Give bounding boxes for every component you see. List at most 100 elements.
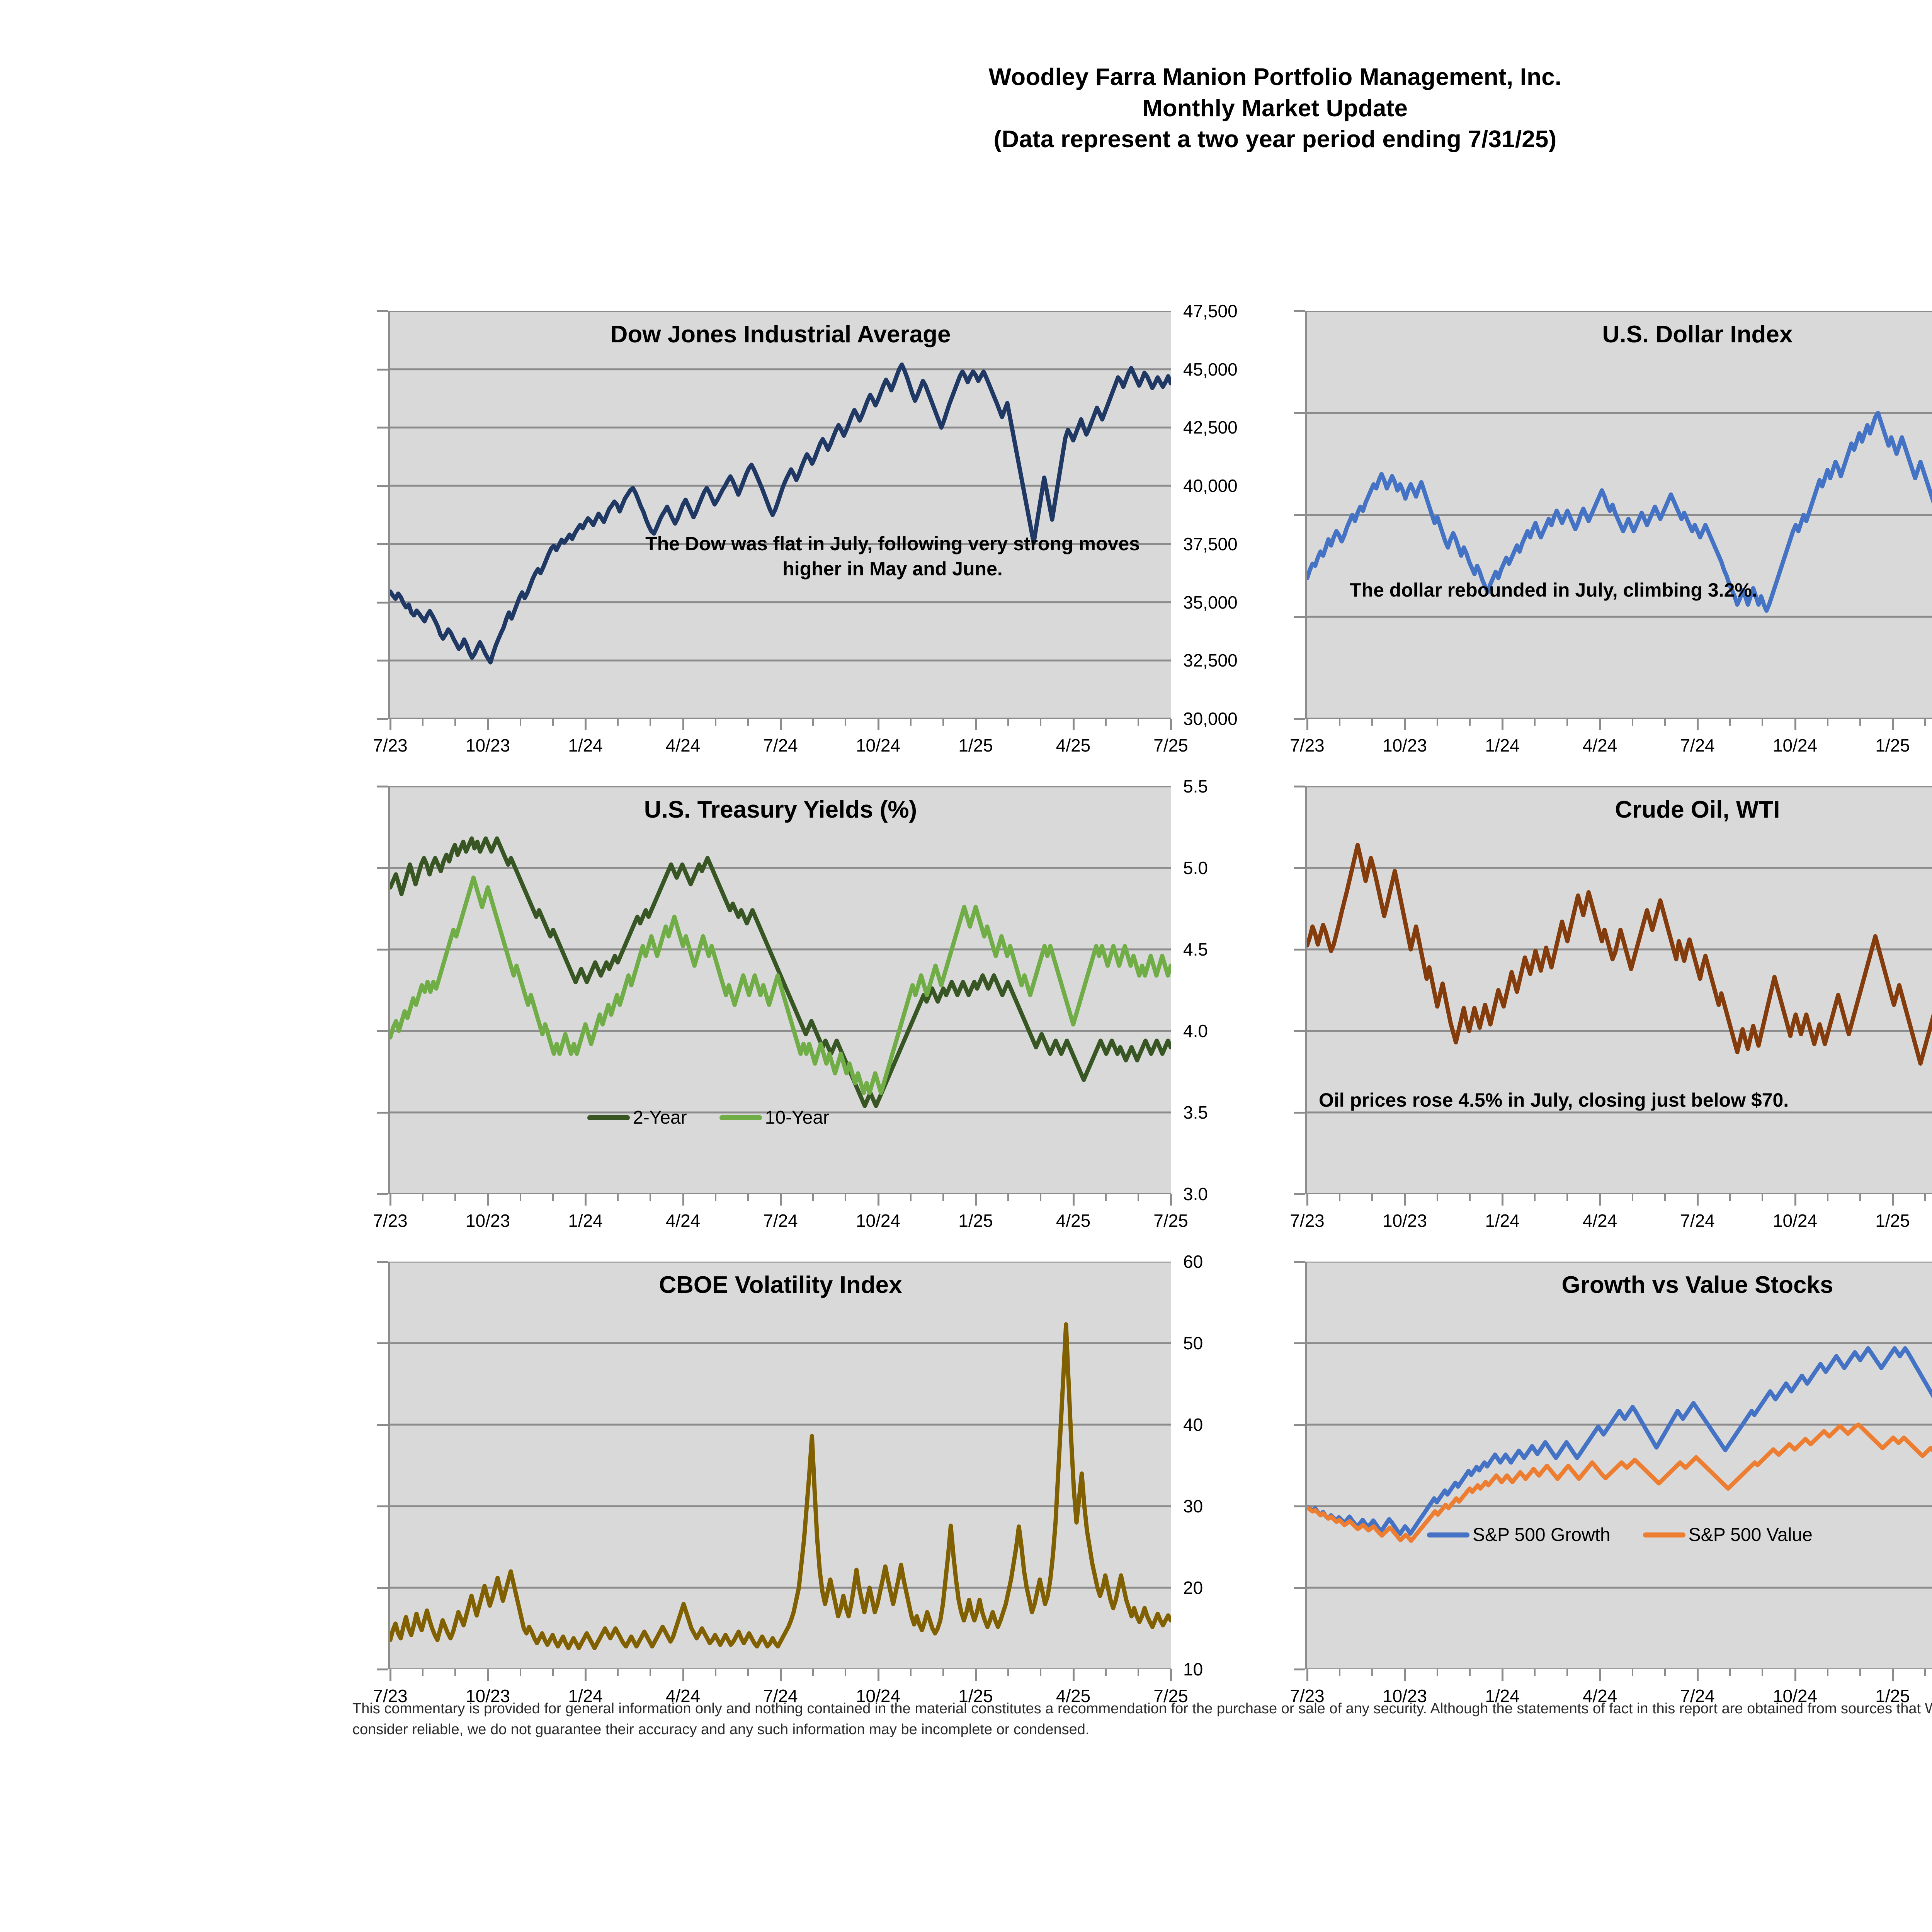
y-axis-tick-label: 42,500 (1183, 417, 1238, 438)
x-axis-tick-label: 7/24 (1680, 1686, 1715, 1706)
y-axis-tick-label: 32,500 (1183, 650, 1238, 671)
plot-background (1307, 786, 1932, 1194)
x-axis-minor-tick (552, 1194, 554, 1201)
x-axis-tick-mark (780, 1194, 782, 1206)
x-axis-tick-label: 10/23 (1382, 735, 1427, 755)
legend-entry-2[interactable]: S&P 500 Value (1643, 1524, 1845, 1546)
x-axis-tick-label: 1/25 (958, 735, 993, 755)
x-axis-minor-tick (1762, 1194, 1764, 1201)
y-axis-tick-mark (1294, 1587, 1305, 1589)
x-axis-minor-tick (552, 719, 554, 726)
plot-background (390, 1262, 1171, 1669)
x-axis-tick-label: 10/24 (1772, 1686, 1818, 1706)
x-axis-minor-tick (617, 1194, 619, 1201)
plot-canvas-crude (1307, 786, 1932, 1194)
y-axis-tick-mark (1294, 949, 1305, 951)
x-axis-tick-label: 7/24 (763, 735, 798, 755)
x-axis-minor-tick (1566, 1194, 1568, 1201)
x-axis-minor-tick (1859, 1194, 1861, 1201)
series-line-2 (390, 875, 1171, 1095)
x-axis-tick-label: 1/24 (1485, 1211, 1520, 1231)
x-axis-tick-label: 4/25 (1056, 1211, 1091, 1231)
x-axis-tick-mark (389, 1194, 391, 1206)
x-axis-tick-mark (1072, 1194, 1075, 1206)
x-axis-minor-tick (942, 719, 944, 726)
x-axis-minor-tick (650, 1194, 651, 1201)
x-axis-tick-label: 7/25 (1153, 735, 1188, 755)
y-axis-tick-label: 3.0 (1183, 1184, 1208, 1204)
legend-entry-2[interactable]: 10-Year (719, 1107, 862, 1128)
y-axis-spine (388, 1262, 390, 1669)
y-axis-tick-label: 40,000 (1183, 476, 1238, 496)
x-axis-tick-mark (1170, 719, 1172, 730)
x-axis-tick-label: 1/24 (568, 735, 603, 755)
y-axis-tick-label: 35,000 (1183, 592, 1238, 612)
y-axis-tick-mark (1294, 412, 1305, 414)
x-axis-minor-tick (1339, 1194, 1341, 1201)
legend-label: 10-Year (765, 1107, 830, 1128)
y-axis-tick-mark (377, 1424, 388, 1426)
y-axis-tick-mark (377, 1505, 388, 1507)
x-axis-minor-tick (714, 1669, 716, 1676)
y-axis-tick-label: 30 (1183, 1496, 1203, 1516)
x-axis-minor-tick (1436, 1194, 1438, 1201)
x-axis-tick-mark (1794, 1669, 1796, 1681)
x-axis-tick-mark (585, 1194, 587, 1206)
x-axis-tick-mark (877, 1669, 879, 1681)
x-axis-minor-tick (1040, 719, 1042, 726)
x-axis-tick-mark (1892, 1194, 1894, 1206)
x-axis-minor-tick (1007, 1194, 1009, 1201)
x-axis-tick-mark (389, 719, 391, 730)
x-axis-minor-tick (910, 1194, 912, 1201)
plot-canvas-treasury (390, 786, 1171, 1194)
x-axis-tick-label: 10/24 (1772, 735, 1818, 755)
x-axis-tick-mark (1697, 719, 1699, 730)
series-line-1 (390, 1322, 1171, 1650)
x-axis-minor-tick (1436, 719, 1438, 726)
x-axis-tick-label: 10/23 (465, 1211, 510, 1231)
y-axis-tick-mark (377, 368, 388, 371)
x-axis-tick-mark (780, 719, 782, 730)
y-axis-tick-mark (377, 601, 388, 604)
x-axis-tick-mark (1170, 1194, 1172, 1206)
x-axis-minor-tick (1762, 719, 1764, 726)
x-axis-tick-mark (1170, 1669, 1172, 1681)
y-axis-tick-mark (377, 1030, 388, 1032)
x-axis-tick-mark (1502, 719, 1503, 730)
x-axis-minor-tick (747, 1669, 749, 1676)
series-line-1 (1307, 843, 1932, 1066)
x-axis-minor-tick (1827, 1194, 1828, 1201)
x-axis-minor-tick (650, 719, 651, 726)
y-axis-spine (388, 786, 390, 1194)
x-axis-minor-tick (1631, 1194, 1633, 1201)
x-axis-minor-tick (714, 1194, 716, 1201)
x-axis-minor-tick (1762, 1669, 1764, 1676)
x-axis-tick-mark (1306, 719, 1308, 730)
x-axis-minor-tick (1371, 719, 1373, 726)
legend-label: S&P 500 Value (1688, 1525, 1813, 1545)
x-axis-tick-mark (585, 1669, 587, 1681)
x-axis-minor-tick (812, 1669, 814, 1676)
x-axis-minor-tick (910, 1669, 912, 1676)
y-axis-tick-mark (1294, 786, 1305, 787)
x-axis-tick-mark (780, 1669, 782, 1681)
legend-entry-1[interactable]: 2-Year (587, 1107, 719, 1128)
y-axis-spine (1305, 1262, 1307, 1669)
series-line-1 (390, 836, 1171, 1108)
x-axis-tick-mark (1599, 1194, 1601, 1206)
x-axis-minor-tick (1007, 1669, 1009, 1676)
x-axis-minor-tick (422, 1194, 424, 1201)
x-axis-tick-label: 7/24 (1680, 1211, 1715, 1231)
x-axis-tick-mark (1072, 1669, 1075, 1681)
x-axis-tick-mark (389, 1669, 391, 1681)
x-axis-tick-label: 1/25 (1875, 1211, 1910, 1231)
x-axis-tick-label: 10/24 (855, 1211, 901, 1231)
legend-entry-1[interactable]: S&P 500 Growth (1427, 1524, 1643, 1546)
y-axis-tick-label: 10 (1183, 1659, 1203, 1679)
report-title-line-1: Woodley Farra Manion Portfolio Managemen… (988, 64, 1562, 90)
x-axis-minor-tick (1566, 719, 1568, 726)
x-axis-tick-mark (682, 719, 684, 730)
x-axis-minor-tick (519, 1669, 521, 1676)
series-line-1 (390, 362, 1171, 665)
y-axis-tick-label: 5.0 (1183, 858, 1208, 878)
